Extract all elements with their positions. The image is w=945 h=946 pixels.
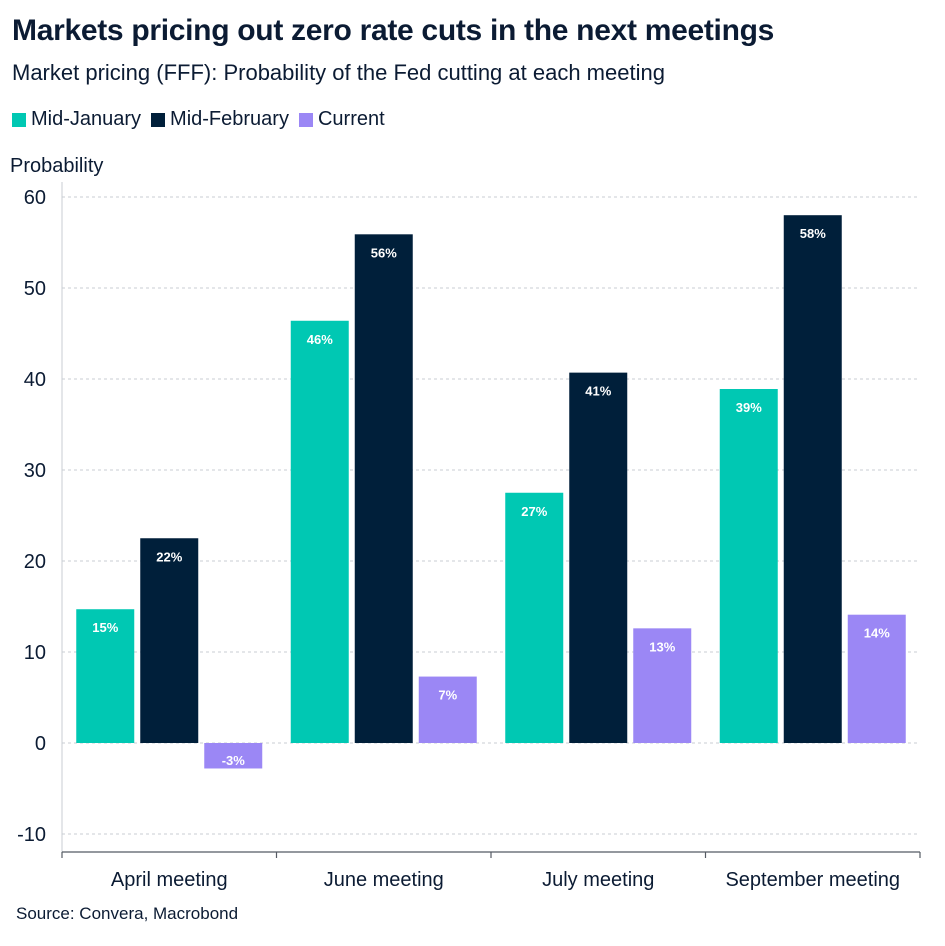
bar-label: 7% xyxy=(438,688,457,703)
bar-label: 27% xyxy=(521,504,547,519)
bar-current-2 xyxy=(633,628,692,743)
y-tick-label: 20 xyxy=(24,551,46,573)
bar-label: 15% xyxy=(92,620,118,635)
bar-mid-january-0 xyxy=(76,609,135,743)
bar-label: 41% xyxy=(585,384,611,399)
chart-subtitle: Market pricing (FFF): Probability of the… xyxy=(12,60,665,85)
bar-current-3 xyxy=(847,614,906,743)
legend-label-current: Current xyxy=(317,108,385,130)
chart-title: Markets pricing out zero rate cuts in th… xyxy=(12,14,775,47)
legend-label-mid-january: Mid-January xyxy=(31,108,142,130)
legend-swatch-mid-january xyxy=(12,112,26,127)
bar-current-1 xyxy=(418,676,477,743)
legend-label-mid-february: Mid-February xyxy=(170,108,289,130)
y-tick-label: 40 xyxy=(24,369,46,391)
gridlines xyxy=(61,182,920,852)
bar-label: 13% xyxy=(649,639,675,654)
bar-label: 39% xyxy=(736,400,762,415)
x-tick-label: July meeting xyxy=(542,869,654,891)
bar-label: 14% xyxy=(864,626,890,641)
legend-item-mid-january: Mid-January xyxy=(12,108,141,131)
source-note: Source: Convera, Macrobond xyxy=(16,904,239,923)
bar-mid-february-3 xyxy=(783,215,842,743)
bar-mid-february-0 xyxy=(140,538,199,743)
bar-label: 46% xyxy=(307,332,333,347)
legend-swatch-mid-february xyxy=(151,112,166,127)
bar-mid-february-2 xyxy=(569,372,628,743)
y-tick-label: 30 xyxy=(24,460,46,482)
x-tick-label: June meeting xyxy=(324,869,444,891)
legend-item-current: Current xyxy=(298,108,385,131)
bar-data-labels: 15% 22% -3% 46% 56% 7% 27% 41% 13% 39% 58% 14% xyxy=(92,226,890,768)
legend: Mid-January Mid-February Current xyxy=(12,108,385,131)
legend-item-mid-february: Mid-February xyxy=(151,108,289,131)
y-tick-label: -10 xyxy=(17,824,46,846)
x-axis: April meeting June meeting July meeting Sep… xyxy=(61,851,921,891)
bar-mid-january-2 xyxy=(505,492,564,743)
bar-mid-january-1 xyxy=(290,320,349,743)
legend-swatch-current xyxy=(298,112,313,127)
y-tick-label: 60 xyxy=(24,187,46,209)
bar-mid-february-1 xyxy=(354,234,413,743)
bar-label: -3% xyxy=(222,753,246,768)
x-tick-label: September meeting xyxy=(725,869,900,891)
bar-label: 58% xyxy=(800,226,826,241)
y-tick-labels: -10 0 10 20 30 40 50 60 xyxy=(17,187,46,846)
bar-label: 56% xyxy=(371,245,397,260)
y-axis-label: Probability xyxy=(10,155,103,177)
y-tick-label: 0 xyxy=(35,733,46,755)
bar-label: 22% xyxy=(156,549,182,564)
bar-current-0 xyxy=(204,743,263,769)
bar-mid-january-3 xyxy=(719,389,778,743)
y-tick-label: 50 xyxy=(24,278,46,300)
bars xyxy=(76,215,906,769)
x-tick-label: April meeting xyxy=(111,869,228,891)
y-tick-label: 10 xyxy=(24,642,46,664)
